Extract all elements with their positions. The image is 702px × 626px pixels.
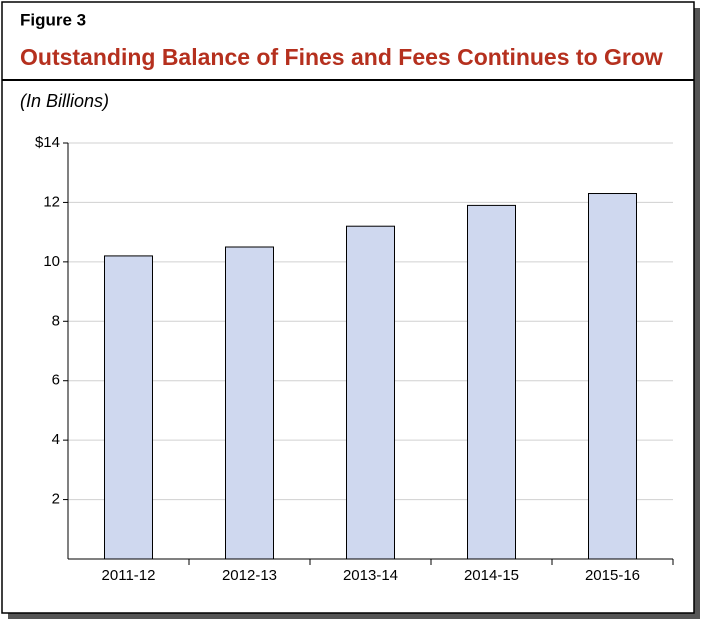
bar [225, 246, 274, 560]
bar [588, 193, 637, 560]
y-tick-label: 8 [52, 312, 60, 329]
subtitle: (In Billions) [20, 91, 109, 111]
y-tick-label: 12 [43, 193, 60, 210]
chart-title: Outstanding Balance of Fines and Fees Co… [20, 44, 663, 70]
figure-label: Figure 3 [20, 10, 86, 29]
x-tick-label: 2012-13 [222, 567, 277, 584]
x-tick-label: 2015-16 [585, 567, 640, 584]
bar [104, 255, 153, 560]
y-tick-label: 10 [43, 253, 60, 270]
bar [467, 204, 516, 560]
bar [346, 225, 395, 560]
y-tick-label: 2 [52, 491, 60, 508]
y-tick-label: 4 [52, 431, 60, 448]
y-tick-label: $14 [35, 134, 60, 151]
x-tick-label: 2011-12 [102, 567, 156, 584]
y-tick-label: 6 [52, 372, 60, 389]
x-tick-label: 2013-14 [343, 567, 398, 584]
x-tick-label: 2014-15 [464, 567, 519, 584]
